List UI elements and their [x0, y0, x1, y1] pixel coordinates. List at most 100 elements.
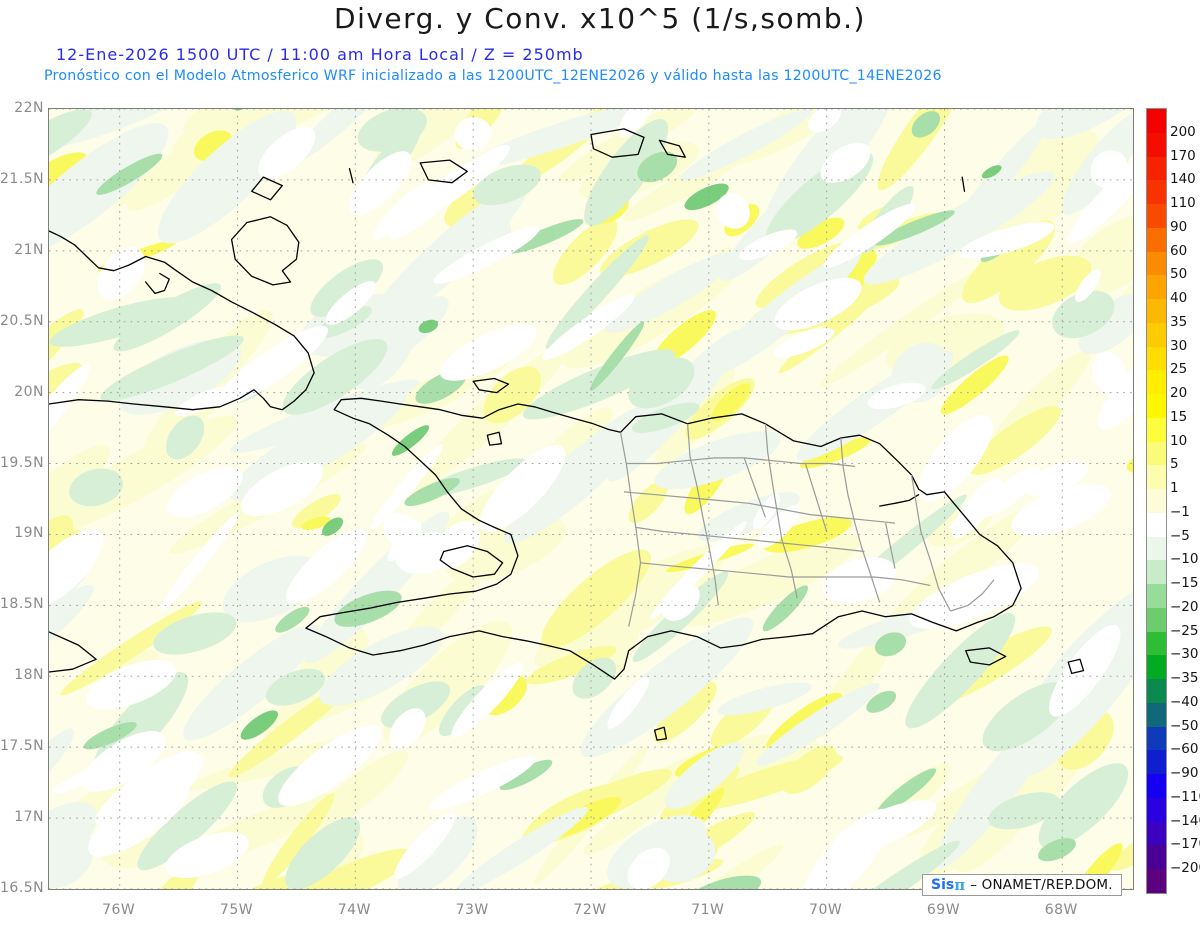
- colorbar-tick--30: −30: [1170, 646, 1199, 663]
- colorbar-tick--40: −40: [1170, 693, 1199, 710]
- colorbar-tick--140: −140: [1170, 812, 1200, 829]
- field-zero-patch: [278, 724, 382, 807]
- coastline-haiti-islet: [486, 431, 503, 446]
- field-contour-patch: [526, 645, 617, 685]
- field-contour-patch: [866, 690, 897, 713]
- field-zero-patch: [479, 445, 566, 532]
- field-zero-patch: [167, 466, 243, 518]
- logo-agency-text: – ONAMET/REP.DOM.: [970, 877, 1113, 893]
- field-contour-patch: [905, 612, 1016, 729]
- field-contour-patch: [1110, 822, 1133, 871]
- field-contour-patch: [100, 335, 244, 401]
- field-contour-patch: [756, 682, 880, 766]
- coastline-hispaniola: [305, 397, 1022, 680]
- field-zero-patch: [822, 557, 897, 604]
- map-plot-area[interactable]: [48, 108, 1134, 890]
- field-contour-patch: [931, 330, 1020, 390]
- coastline-great-inagua: [419, 159, 468, 184]
- colorbar-swatch: [1147, 560, 1166, 584]
- field-contour-patch: [940, 355, 1009, 415]
- field-contour-patch: [49, 827, 94, 888]
- field-contour-patch: [583, 789, 674, 855]
- coastline-mayaguana: [658, 139, 686, 158]
- field-zero-patch: [716, 193, 750, 229]
- colorbar-swatch: [1147, 536, 1166, 561]
- province-border: [804, 463, 828, 532]
- colorbar-swatch: [1147, 607, 1166, 632]
- field-contour-patch: [628, 480, 669, 523]
- colorbar-swatch: [1147, 512, 1166, 537]
- colorbar-swatch: [1147, 631, 1166, 656]
- field-zero-patch: [383, 512, 422, 550]
- field-contour-patch: [363, 183, 528, 335]
- province-border: [635, 526, 865, 553]
- colorbar-tick-30: 30: [1170, 337, 1188, 354]
- field-contour-patch: [285, 817, 361, 889]
- field-contour-patch: [483, 366, 542, 424]
- colorbar-swatch: [1147, 726, 1166, 751]
- coastline-layer: [49, 128, 1085, 741]
- field-zero-patch: [959, 222, 1055, 259]
- field-contour-patch: [1035, 109, 1133, 140]
- field-contour-patch: [230, 379, 420, 453]
- colorbar-swatch: [1147, 394, 1166, 418]
- colorbar-swatch: [1147, 275, 1166, 299]
- colorbar-tick-170: 170: [1170, 147, 1196, 164]
- colorbar-tick--60: −60: [1170, 741, 1199, 758]
- lat-tick-20N: 20N: [14, 383, 44, 400]
- coastline-acklins-sliver: [348, 167, 354, 184]
- province-border: [687, 423, 719, 606]
- field-zero-patch: [286, 528, 367, 604]
- field-contour-patch: [319, 626, 443, 706]
- page-title: Diverg. y Conv. x10^5 (1/s,somb.): [334, 2, 866, 35]
- lat-tick-20.5N: 20.5N: [0, 312, 45, 329]
- colorbar-swatch: [1147, 655, 1166, 679]
- province-border: [885, 522, 896, 569]
- field-contour-patch: [874, 210, 955, 246]
- colorbar-tick-90: 90: [1170, 218, 1188, 235]
- field-contour-patch: [1052, 290, 1115, 339]
- colorbar-swatch: [1147, 299, 1166, 323]
- field-zero-patch: [1049, 624, 1121, 717]
- field-contour-patch: [1038, 763, 1129, 849]
- field-zero-patch: [820, 142, 871, 184]
- field-zero-patch: [325, 281, 377, 325]
- field-contour-patch: [49, 444, 110, 607]
- colorbar-swatch: [1147, 584, 1166, 608]
- lat-tick-18.5N: 18.5N: [0, 596, 45, 613]
- field-contour-patch: [653, 681, 717, 743]
- coastline-tortuga: [472, 377, 510, 394]
- colorbar-swatch: [1147, 370, 1166, 394]
- province-border-layer: [619, 423, 995, 627]
- field-zero-patch: [1075, 269, 1101, 303]
- colorbar[interactable]: [1146, 108, 1167, 894]
- field-contour-patch: [454, 807, 589, 889]
- lat-tick-19.5N: 19.5N: [0, 454, 45, 471]
- field-contour-patch: [397, 816, 478, 889]
- field-contour-patch: [499, 759, 553, 791]
- colorbar-swatch: [1147, 869, 1166, 893]
- colorbar-tick-20: 20: [1170, 385, 1188, 402]
- lon-tick-71W: 71W: [691, 902, 725, 918]
- colorbar-swatch: [1147, 180, 1166, 204]
- field-zero-patch: [627, 847, 670, 889]
- colorbar-swatch: [1147, 204, 1166, 228]
- colorbar-tick-35: 35: [1170, 313, 1188, 330]
- field-zero-patch: [433, 226, 540, 284]
- lat-tick-17N: 17N: [14, 809, 44, 826]
- field-zero-patch: [909, 563, 1039, 629]
- field-zero-patch: [773, 328, 835, 358]
- field-contour-patch: [137, 781, 237, 871]
- field-contour-patch: [717, 682, 812, 716]
- field-contour-patch: [228, 680, 354, 778]
- field-contour-patch: [262, 793, 335, 886]
- field-contour-patch: [631, 402, 700, 433]
- province-border: [764, 423, 798, 599]
- colorbar-swatch: [1147, 417, 1166, 442]
- field-contour-patch: [711, 383, 751, 422]
- field-contour-patch: [981, 165, 1002, 179]
- lon-tick-74W: 74W: [337, 902, 371, 918]
- field-zero-patch: [175, 386, 232, 416]
- colorbar-tick-15: 15: [1170, 408, 1188, 425]
